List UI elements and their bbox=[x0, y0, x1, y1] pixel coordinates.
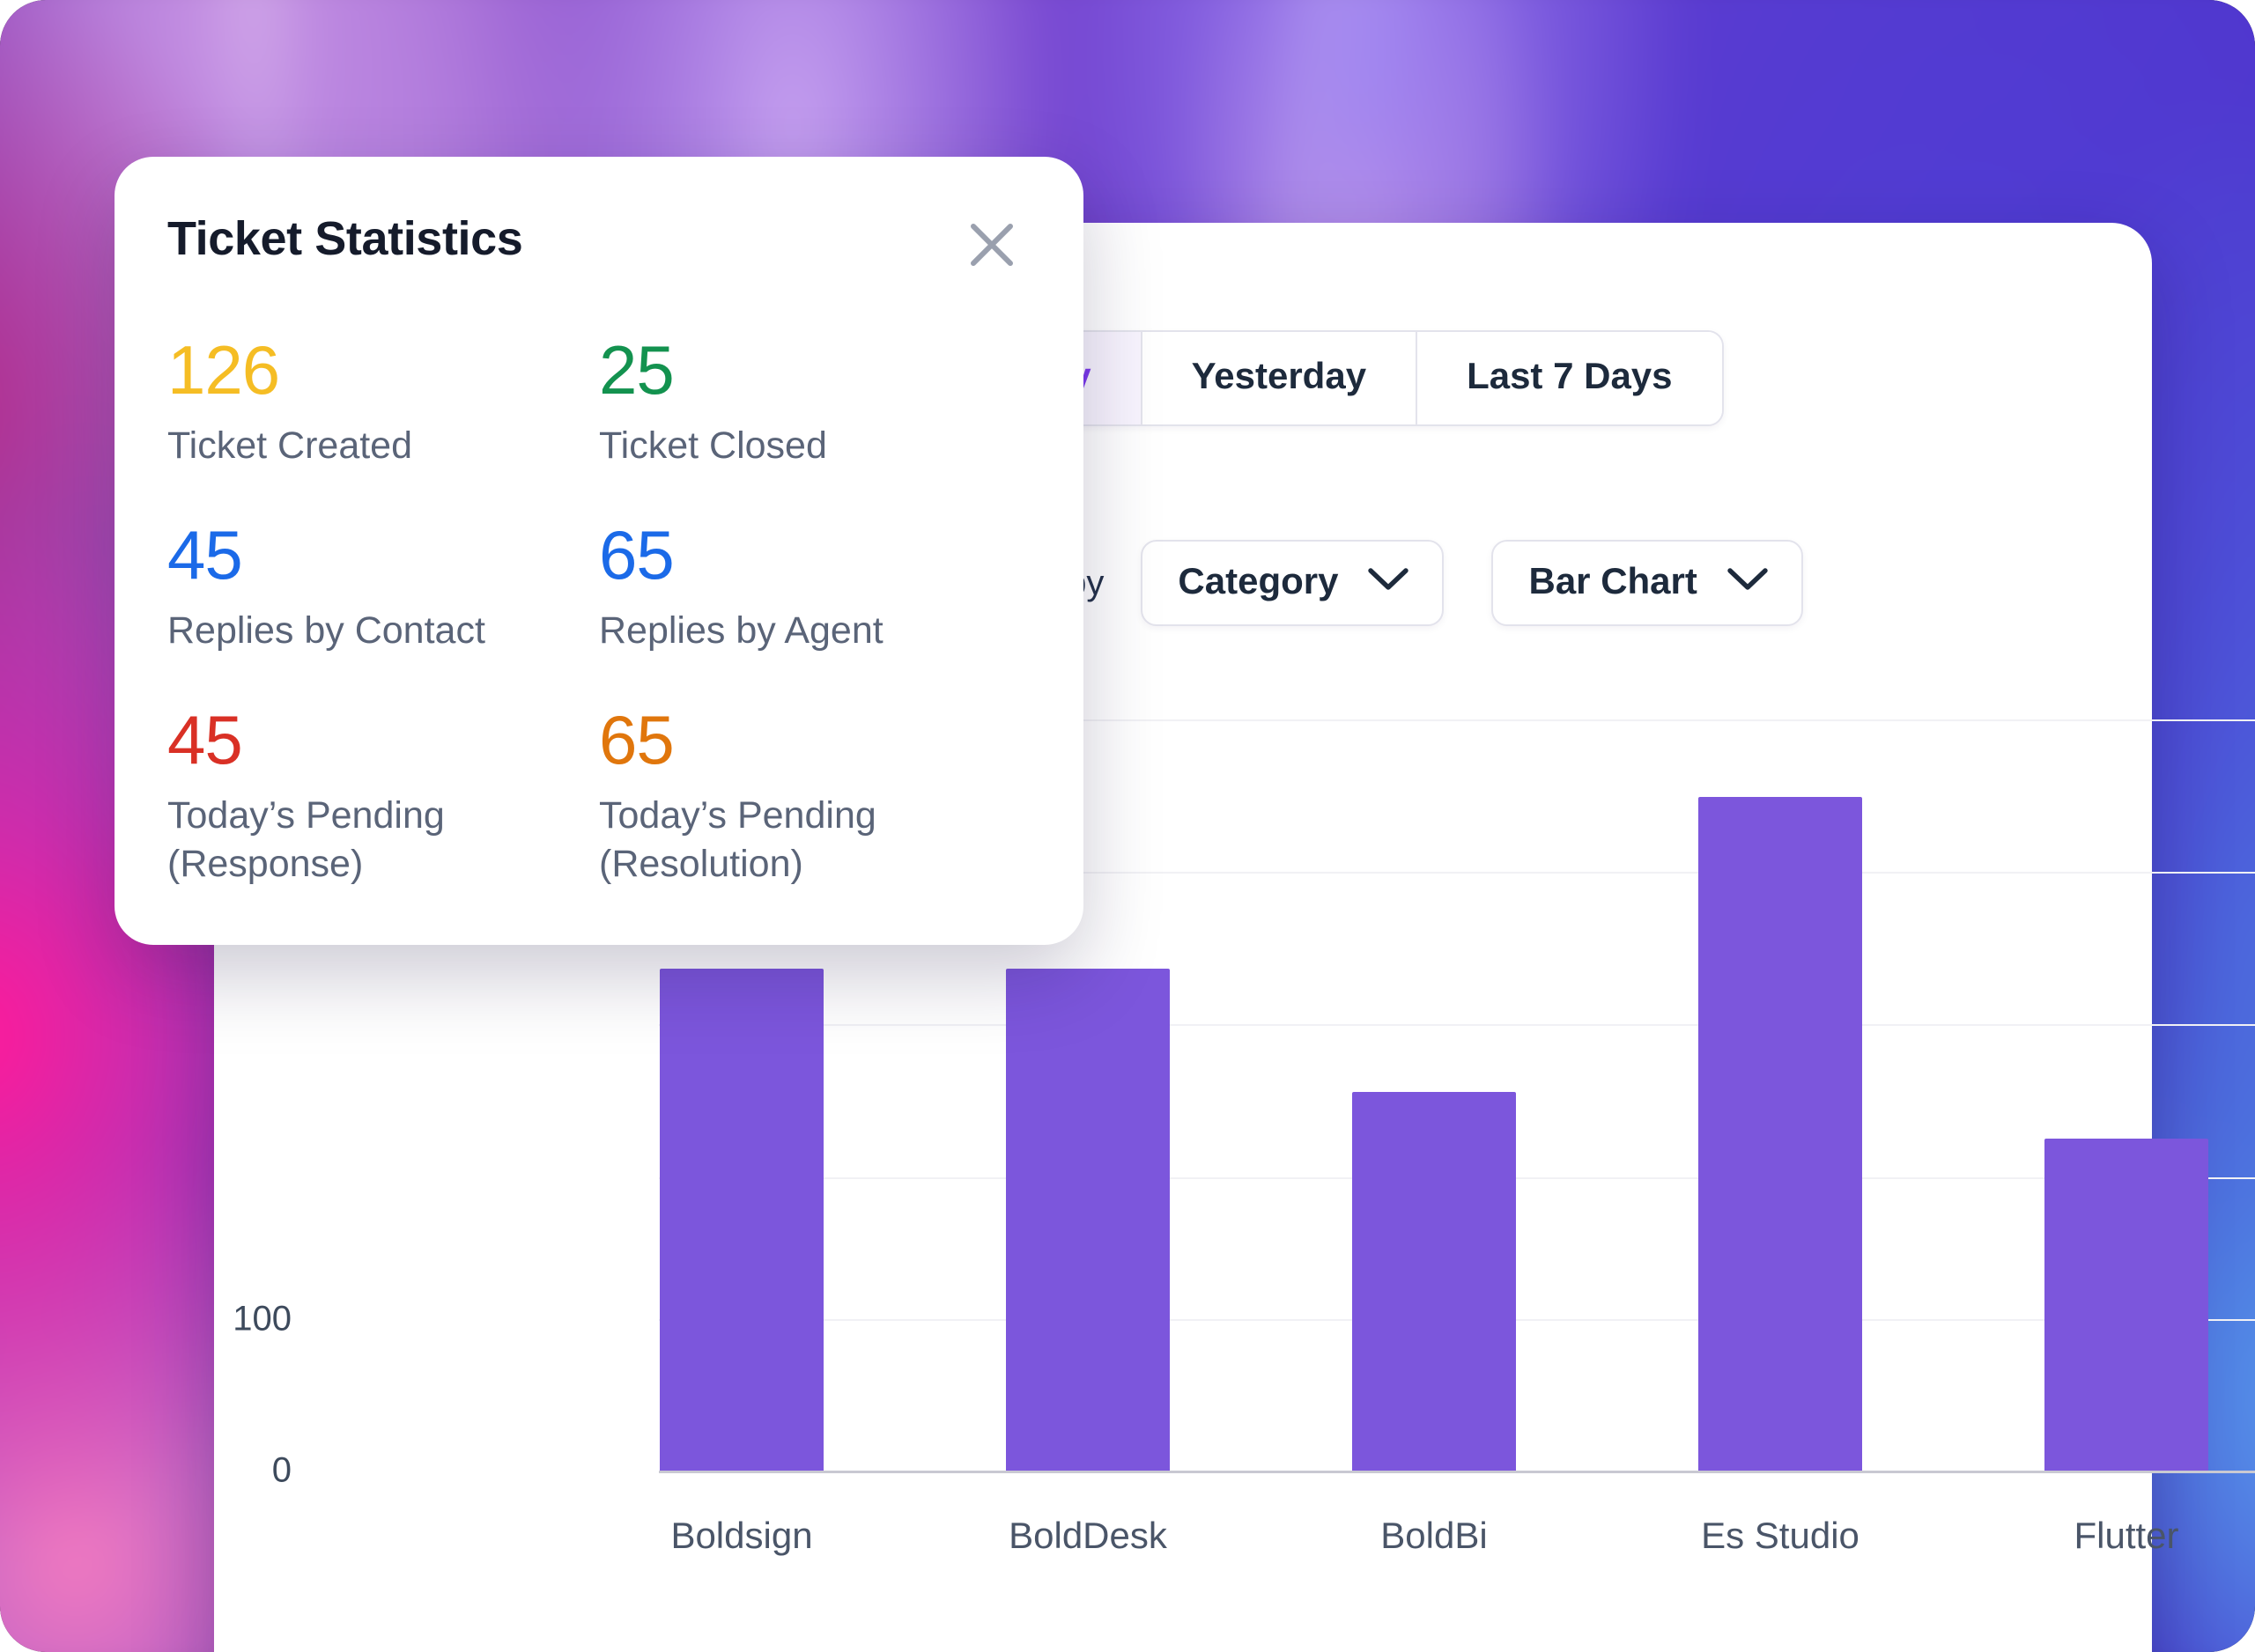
chevron-down-icon bbox=[1368, 567, 1409, 596]
card-header: Ticket Statistics bbox=[167, 211, 1031, 280]
ticket-statistics-card: Ticket Statistics 126 Ticket Created 25 … bbox=[115, 157, 1083, 946]
stat-label: Today’s Pending (Response) bbox=[167, 794, 445, 886]
stat-todays-pending-response: 45 Today’s Pending (Response) bbox=[167, 704, 599, 889]
tab-yesterday[interactable]: Yesterday bbox=[1142, 332, 1418, 424]
x-label-es-studio: Es Studio bbox=[1701, 1515, 1859, 1556]
x-label-bolddesk: BoldDesk bbox=[1009, 1515, 1167, 1556]
group-by-row: roup by Category Bar Chart bbox=[987, 540, 1803, 627]
stat-value: 126 bbox=[167, 331, 280, 409]
stat-label: Replies by Contact bbox=[167, 609, 485, 653]
bar-boldbi[interactable] bbox=[1352, 1092, 1516, 1471]
bar-boldsign[interactable] bbox=[660, 969, 824, 1471]
bar-es-studio[interactable] bbox=[1698, 797, 1862, 1471]
stat-value: 45 bbox=[167, 516, 243, 594]
y-tick-label-100: 100 bbox=[233, 1299, 292, 1339]
page-title: Ticket Statistics bbox=[167, 212, 523, 265]
group-by-select[interactable]: Category bbox=[1141, 540, 1445, 627]
bar-bolddesk[interactable] bbox=[1006, 969, 1170, 1471]
chart-type-select[interactable]: Bar Chart bbox=[1491, 540, 1803, 627]
stats-grid: 126 Ticket Created 25 Ticket Closed 45 R… bbox=[167, 331, 1031, 889]
x-label-boldbi: BoldBi bbox=[1380, 1515, 1488, 1556]
gridline-400 bbox=[659, 872, 2255, 874]
close-icon bbox=[965, 218, 1019, 277]
y-tick-label-0: 0 bbox=[271, 1450, 292, 1490]
stat-replies-by-contact: 45 Replies by Contact bbox=[167, 520, 599, 655]
tab-last-7-days[interactable]: Last 7 Days bbox=[1417, 332, 1722, 424]
stat-value: 65 bbox=[599, 701, 675, 779]
stat-ticket-closed: 25 Ticket Closed bbox=[599, 331, 1031, 470]
stat-label: Today’s Pending (Resolution) bbox=[599, 794, 876, 886]
stat-replies-by-agent: 65 Replies by Agent bbox=[599, 520, 1031, 655]
stat-value: 65 bbox=[599, 516, 675, 594]
stat-value: 45 bbox=[167, 701, 243, 779]
stat-value: 25 bbox=[599, 331, 675, 409]
stat-ticket-created: 126 Ticket Created bbox=[167, 331, 599, 470]
gridline-300 bbox=[659, 1024, 2255, 1026]
bar-chart: 100 0 Boldsign BoldDesk BoldBi Es Studio… bbox=[214, 599, 2255, 1603]
group-by-select-value: Category bbox=[1178, 560, 1339, 601]
x-axis-line bbox=[659, 1471, 2255, 1473]
bar-flutter[interactable] bbox=[2044, 1139, 2208, 1471]
stat-label: Ticket Created bbox=[167, 424, 413, 468]
x-label-boldsign: Boldsign bbox=[670, 1515, 813, 1556]
stat-label: Ticket Closed bbox=[599, 424, 827, 468]
stat-todays-pending-resolution: 65 Today’s Pending (Resolution) bbox=[599, 704, 1031, 889]
stat-label: Replies by Agent bbox=[599, 609, 884, 653]
chart-type-select-value: Bar Chart bbox=[1528, 560, 1697, 601]
close-button[interactable] bbox=[958, 213, 1025, 280]
x-label-flutter: Flutter bbox=[2074, 1515, 2179, 1556]
gridline-500 bbox=[659, 719, 2255, 721]
chevron-down-icon bbox=[1727, 567, 1768, 596]
